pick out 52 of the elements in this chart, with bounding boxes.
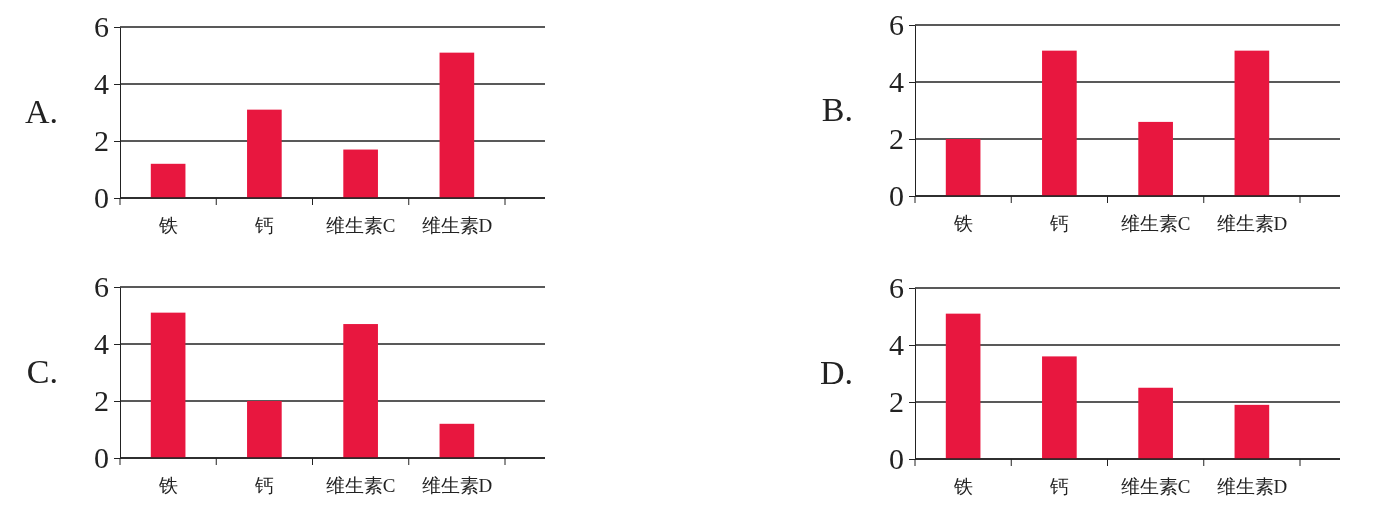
x-tick-label: 维生素C (325, 475, 396, 496)
y-tick-label: 0 (94, 181, 109, 215)
bar (1234, 50, 1270, 196)
bar (945, 313, 981, 459)
bar (150, 163, 186, 198)
x-tick-label: 维生素C (325, 215, 396, 236)
bar (1234, 404, 1270, 459)
x-tick-label: 维生素C (1120, 476, 1191, 497)
y-tick-label: 4 (94, 67, 109, 101)
y-tick-label: 2 (94, 384, 109, 418)
y-tick-label: 6 (889, 271, 904, 305)
text: D. (819, 353, 853, 391)
x-tick-label: 维生素D (1216, 476, 1288, 497)
x-tick-label: 铁 (952, 213, 973, 234)
x-tick-label: 维生素D (421, 215, 493, 236)
y-tick-label: 2 (889, 122, 904, 156)
x-tick-label: 铁 (952, 476, 973, 497)
y-tick-label: 0 (889, 179, 904, 213)
x-tick-label: 维生素D (1216, 213, 1288, 234)
bar (439, 52, 475, 198)
bar (343, 149, 378, 198)
bar (1042, 50, 1077, 196)
text: C. (26, 352, 58, 390)
x-tick-label: 维生素C (1120, 213, 1191, 234)
bar (1138, 387, 1173, 459)
bar (343, 324, 378, 458)
y-tick-label: 6 (94, 10, 109, 44)
y-tick-label: 2 (889, 385, 904, 419)
x-tick-label: 钙 (1048, 213, 1069, 234)
x-tick-label: 钙 (253, 215, 274, 236)
bar (945, 139, 981, 196)
x-tick-label: 铁 (157, 475, 178, 496)
bar (1042, 356, 1077, 459)
y-tick-label: 6 (94, 270, 109, 304)
x-tick-label: 钙 (1048, 476, 1069, 497)
bar (247, 401, 282, 458)
bar (247, 109, 282, 198)
x-tick-label: 铁 (157, 215, 178, 236)
y-tick-label: 0 (889, 442, 904, 476)
bar (1138, 121, 1173, 196)
y-tick-label: 4 (94, 327, 109, 361)
text: B. (821, 90, 853, 128)
y-tick-label: 4 (889, 65, 904, 99)
x-tick-label: 钙 (253, 475, 274, 496)
y-tick-label: 2 (94, 124, 109, 158)
x-tick-label: 维生素D (421, 475, 493, 496)
y-tick-label: 6 (889, 8, 904, 42)
bar (150, 312, 186, 458)
bar (439, 423, 475, 458)
text: A. (24, 92, 58, 130)
y-tick-label: 4 (889, 328, 904, 362)
y-tick-label: 0 (94, 441, 109, 475)
